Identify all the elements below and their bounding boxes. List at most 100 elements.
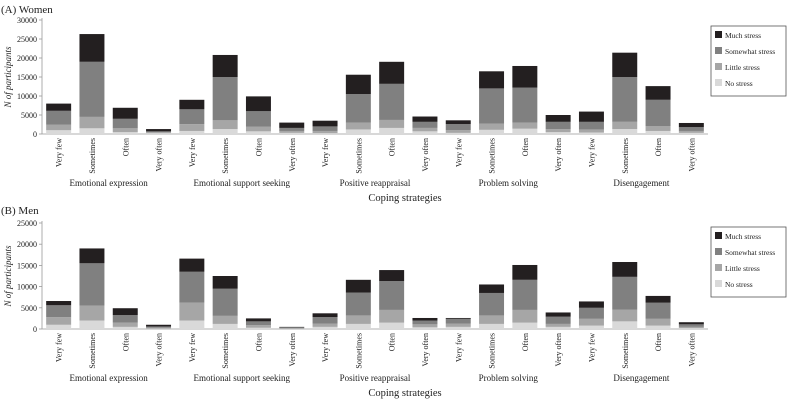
category-tick-label: Often bbox=[388, 138, 397, 156]
bar-disengagement-very-few-little-stress bbox=[578, 318, 604, 326]
bar-disengagement-very-few-no-stress bbox=[578, 132, 604, 134]
bar-disengagement-sometimes-no-stress bbox=[612, 321, 638, 329]
bar-emotional-expression-very-few-somewhat-stress bbox=[46, 110, 72, 125]
bar-emotional-expression-very-often-little-stress bbox=[146, 132, 172, 134]
bar-emotional-expression-very-few-little-stress bbox=[46, 124, 72, 131]
legend-label-little-stress: Little stress bbox=[725, 264, 760, 273]
bar-emotional-support-seeking-often-much-stress bbox=[245, 318, 271, 322]
category-tick-label: Often bbox=[121, 333, 130, 351]
bar-emotional-support-seeking-sometimes-somewhat-stress bbox=[212, 77, 238, 121]
bar-emotional-support-seeking-very-few-little-stress bbox=[179, 302, 205, 321]
group-label-disengagement: Disengagement bbox=[613, 373, 669, 383]
bar-emotional-support-seeking-very-few-much-stress bbox=[179, 99, 205, 110]
bar-positive-reappraisal-very-often-little-stress bbox=[412, 127, 438, 132]
category-tick-label: Very often bbox=[155, 333, 164, 367]
bar-emotional-expression-sometimes-much-stress bbox=[79, 34, 105, 62]
category-tick-label: Very often bbox=[421, 333, 430, 367]
bar-emotional-support-seeking-sometimes-little-stress bbox=[212, 315, 238, 324]
bar-emotional-support-seeking-very-few-no-stress bbox=[179, 130, 205, 134]
category-tick-label: Very often bbox=[288, 138, 297, 172]
bar-positive-reappraisal-very-often-no-stress bbox=[412, 327, 438, 329]
bar-emotional-support-seeking-very-often-little-stress bbox=[279, 130, 305, 133]
bar-emotional-support-seeking-often-somewhat-stress bbox=[245, 321, 271, 326]
bar-emotional-expression-sometimes-no-stress bbox=[79, 128, 105, 134]
bar-emotional-expression-often-somewhat-stress bbox=[112, 315, 138, 323]
bar-positive-reappraisal-very-few-little-stress bbox=[312, 130, 338, 134]
bar-positive-reappraisal-very-few-no-stress bbox=[312, 133, 338, 134]
bar-positive-reappraisal-very-few-no-stress bbox=[312, 326, 338, 329]
bar-positive-reappraisal-very-few-little-stress bbox=[312, 323, 338, 327]
y-tick-label: 0 bbox=[33, 130, 37, 139]
category-tick-label: Sometimes bbox=[88, 138, 97, 174]
bar-emotional-expression-very-often-somewhat-stress bbox=[146, 131, 172, 133]
category-tick-label: Sometimes bbox=[354, 138, 363, 174]
bar-disengagement-very-often-much-stress bbox=[678, 122, 704, 128]
y-tick-label: 10000 bbox=[17, 92, 37, 101]
category-tick-label: Very often bbox=[288, 333, 297, 367]
bar-positive-reappraisal-very-often-little-stress bbox=[412, 324, 438, 328]
bar-disengagement-very-few-somewhat-stress bbox=[578, 307, 604, 319]
bar-problem-solving-very-often-somewhat-stress bbox=[545, 316, 571, 324]
bar-positive-reappraisal-very-often-much-stress bbox=[412, 317, 438, 321]
category-tick-label: Sometimes bbox=[488, 138, 497, 174]
bar-emotional-expression-sometimes-somewhat-stress bbox=[79, 61, 105, 117]
category-tick-label: Very few bbox=[321, 333, 330, 362]
bar-problem-solving-very-few-somewhat-stress bbox=[445, 124, 471, 131]
y-tick-label: 25000 bbox=[17, 219, 37, 228]
y-tick-label: 20000 bbox=[17, 240, 37, 249]
bar-positive-reappraisal-often-somewhat-stress bbox=[379, 83, 405, 120]
category-tick-label: Very few bbox=[454, 333, 463, 362]
category-tick-label: Very few bbox=[454, 138, 463, 167]
bar-emotional-support-seeking-sometimes-no-stress bbox=[212, 323, 238, 329]
bar-problem-solving-sometimes-much-stress bbox=[479, 284, 505, 293]
bar-emotional-expression-sometimes-much-stress bbox=[79, 248, 105, 264]
legend-swatch-little-stress bbox=[715, 63, 722, 70]
bar-problem-solving-often-no-stress bbox=[512, 322, 538, 329]
y-tick-label: 15000 bbox=[17, 73, 37, 82]
y-tick-label: 0 bbox=[33, 325, 37, 334]
bar-problem-solving-very-few-little-stress bbox=[445, 130, 471, 133]
bar-disengagement-very-few-much-stress bbox=[578, 301, 604, 308]
category-tick-label: Very few bbox=[188, 333, 197, 362]
bar-disengagement-often-no-stress bbox=[645, 325, 671, 329]
bar-emotional-support-seeking-often-no-stress bbox=[245, 131, 271, 134]
bar-emotional-expression-very-few-much-stress bbox=[46, 301, 72, 306]
bar-positive-reappraisal-very-often-no-stress bbox=[412, 131, 438, 134]
bar-problem-solving-sometimes-no-stress bbox=[479, 323, 505, 329]
bar-problem-solving-sometimes-no-stress bbox=[479, 129, 505, 134]
category-tick-label: Very few bbox=[188, 138, 197, 167]
bar-problem-solving-very-often-much-stress bbox=[545, 312, 571, 317]
bar-emotional-support-seeking-very-often-little-stress bbox=[279, 328, 305, 329]
bar-problem-solving-very-few-no-stress bbox=[445, 326, 471, 329]
bar-emotional-support-seeking-sometimes-somewhat-stress bbox=[212, 288, 238, 316]
bar-emotional-support-seeking-very-often-much-stress bbox=[279, 122, 305, 128]
bar-problem-solving-very-few-much-stress bbox=[445, 317, 471, 319]
bar-disengagement-sometimes-little-stress bbox=[612, 309, 638, 322]
bar-positive-reappraisal-sometimes-little-stress bbox=[345, 315, 371, 324]
group-label-emotional-support-seeking: Emotional support seeking bbox=[194, 373, 291, 383]
bar-problem-solving-very-few-much-stress bbox=[445, 120, 471, 125]
bar-disengagement-very-often-somewhat-stress bbox=[678, 127, 704, 131]
bar-disengagement-very-few-somewhat-stress bbox=[578, 121, 604, 130]
bar-positive-reappraisal-very-few-much-stress bbox=[312, 313, 338, 318]
bar-disengagement-very-often-no-stress bbox=[678, 132, 704, 134]
bar-problem-solving-often-little-stress bbox=[512, 309, 538, 323]
bar-problem-solving-sometimes-somewhat-stress bbox=[479, 88, 505, 124]
group-label-positive-reappraisal: Positive reappraisal bbox=[340, 178, 411, 188]
legend-swatch-much-stress bbox=[715, 232, 722, 239]
bar-problem-solving-sometimes-little-stress bbox=[479, 123, 505, 130]
legend-swatch-somewhat-stress bbox=[715, 248, 722, 255]
bar-emotional-expression-often-no-stress bbox=[112, 326, 138, 329]
legend-label-much-stress: Much stress bbox=[725, 232, 761, 241]
bar-positive-reappraisal-often-somewhat-stress bbox=[379, 281, 405, 310]
bar-positive-reappraisal-sometimes-much-stress bbox=[345, 279, 371, 293]
category-tick-label: Sometimes bbox=[621, 333, 630, 369]
y-tick-label: 15000 bbox=[17, 261, 37, 270]
category-tick-label: Often bbox=[121, 138, 130, 156]
bar-positive-reappraisal-sometimes-much-stress bbox=[345, 74, 371, 95]
bar-disengagement-sometimes-no-stress bbox=[612, 129, 638, 134]
bar-disengagement-often-little-stress bbox=[645, 318, 671, 326]
category-tick-label: Very few bbox=[55, 138, 64, 167]
bar-emotional-support-seeking-often-no-stress bbox=[245, 327, 271, 329]
bar-positive-reappraisal-very-few-much-stress bbox=[312, 120, 338, 127]
